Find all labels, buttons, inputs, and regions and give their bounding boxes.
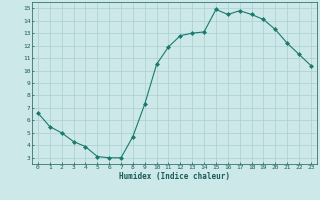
X-axis label: Humidex (Indice chaleur): Humidex (Indice chaleur): [119, 172, 230, 181]
